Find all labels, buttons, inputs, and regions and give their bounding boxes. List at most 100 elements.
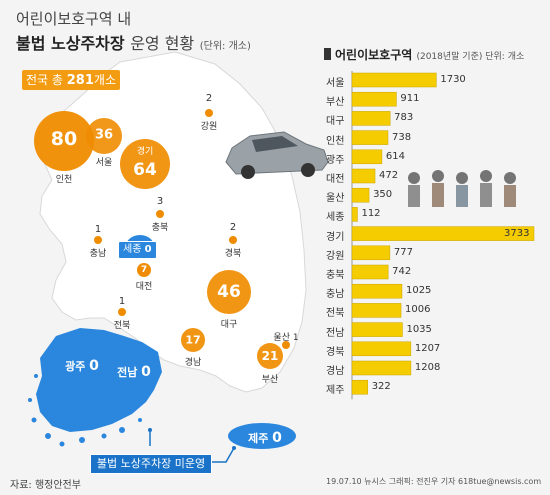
- bar-label-세종: 세종: [326, 212, 345, 224]
- name-jeonbuk: 전북: [113, 321, 131, 331]
- name-seoul: 서울: [95, 158, 113, 168]
- name-ulsan: 울산 1: [273, 330, 298, 343]
- ulsan-name-text: 울산: [273, 333, 290, 343]
- bar-부산: [351, 91, 397, 107]
- bar-label-부산: 부산: [326, 97, 345, 109]
- bar-label-경기: 경기: [326, 231, 345, 243]
- bar-value-경북: 1207: [414, 342, 441, 354]
- jeju-island: [228, 423, 296, 449]
- bar-label-서울: 서울: [326, 78, 345, 89]
- credit-text: 19.07.10 뉴시스 그래픽: 전진우 기자 618tue@newsis.c…: [326, 477, 542, 486]
- bar-label-대전: 대전: [326, 174, 345, 185]
- bar-value-대전: 472: [379, 170, 399, 181]
- bar-label-경북: 경북: [326, 346, 345, 358]
- value-ulsan: 1: [292, 333, 299, 343]
- source-text: 자료: 행정안전부: [10, 480, 81, 491]
- name-daegu: 대구: [220, 320, 238, 330]
- value-jeonnam: 0: [141, 364, 151, 380]
- total-prefix: 전국 총: [26, 73, 63, 87]
- bubble-daegu: [207, 270, 251, 314]
- bar-경북: [351, 341, 412, 357]
- chart-title-text: 어린이보호구역: [335, 48, 413, 62]
- total-value: 281: [66, 73, 94, 88]
- value-gyeongnam: 17: [185, 333, 201, 347]
- total-suffix: 개소: [93, 73, 116, 87]
- bar-value-전남: 1035: [406, 323, 432, 335]
- bar-서울: [351, 72, 437, 88]
- bar-제주: [351, 379, 368, 395]
- bar-세종: [351, 207, 358, 222]
- bar-chart: [351, 71, 535, 400]
- value-sejong: 0: [144, 244, 152, 255]
- bar-value-충남: 1025: [405, 285, 432, 297]
- chart-subtitle: (2018년말 기준) 단위: 개소: [416, 52, 525, 62]
- bar-value-경남: 1208: [414, 362, 441, 373]
- chart-title: 어린이보호구역 (2018년말 기준) 단위: 개소: [324, 46, 524, 63]
- bar-label-강원: 강원: [326, 250, 345, 262]
- label-jeju: 제주 0: [248, 430, 282, 446]
- bar-강원: [351, 245, 391, 261]
- bar-울산: [351, 187, 370, 203]
- total-badge: 전국 총 281개소: [22, 70, 120, 90]
- value-daejeon: 7: [140, 265, 148, 275]
- name-chungnam: 충남: [89, 249, 107, 259]
- bubble-daejeon: [137, 263, 151, 277]
- bar-value-서울: 1730: [440, 74, 466, 85]
- title-bold: 불법 노상주차장: [16, 34, 125, 53]
- label-gwangju: 광주 0: [65, 358, 99, 374]
- name-jeonnam: 전남: [117, 366, 138, 379]
- name-jeju: 제주: [248, 432, 269, 445]
- bar-전북: [351, 303, 402, 318]
- bar-value-세종: 112: [361, 208, 381, 220]
- bar-label-인천: 인천: [326, 135, 345, 147]
- name-incheon: 인천: [55, 175, 73, 185]
- title-marker: [324, 48, 331, 60]
- bubble-gyeongnam: [181, 328, 205, 352]
- title-line-1: 어린이보호구역 내: [16, 10, 132, 28]
- bar-value-전북: 1006: [405, 304, 431, 316]
- bar-전남: [351, 322, 403, 337]
- bar-value-울산: 350: [373, 189, 393, 201]
- name-gangwon: 강원: [200, 122, 218, 132]
- bar-value-광주: 614: [385, 150, 406, 162]
- dot-gyeongbuk: [229, 236, 237, 244]
- bar-label-울산: 울산: [326, 193, 345, 205]
- bar-value-강원: 777: [393, 246, 413, 258]
- title-rest: 운영 현황: [130, 34, 195, 53]
- bar-충남: [351, 283, 403, 299]
- label-jeonnam: 전남 0: [117, 364, 151, 380]
- bar-value-제주: 322: [371, 381, 391, 393]
- bar-label-경남: 경남: [326, 366, 345, 377]
- dot-gangwon: [205, 109, 213, 117]
- bar-대전: [351, 168, 376, 184]
- title-unit: (단위: 개소): [199, 41, 251, 52]
- bar-인천: [351, 130, 389, 145]
- bar-경기: [351, 226, 535, 241]
- bubble-gyeonggi: [120, 139, 170, 189]
- value-jeju: 0: [272, 430, 282, 446]
- value-chungbuk: 3: [156, 196, 164, 207]
- name-gyeongnam: 경남: [184, 358, 202, 368]
- bar-label-대구: 대구: [326, 116, 345, 128]
- bar-광주: [351, 149, 383, 165]
- value-gyeongbuk: 2: [229, 222, 237, 233]
- name-sejong: 세종: [123, 244, 142, 255]
- value-gangwon: 2: [205, 93, 213, 104]
- bar-label-전남: 전남: [326, 327, 345, 339]
- name-gwangju: 광주: [65, 360, 86, 373]
- value-incheon: 80: [50, 128, 78, 150]
- value-daegu: 46: [217, 282, 241, 302]
- legend-no-parking: 불법 노상주차장 미운영: [90, 454, 212, 474]
- bar-대구: [351, 111, 391, 126]
- title-line-2: 불법 노상주차장 운영 현황 (단위: 개소): [16, 30, 251, 54]
- jeonnam-area: [36, 328, 162, 432]
- bar-value-부산: 911: [400, 93, 420, 105]
- dot-jeonbuk: [118, 308, 126, 316]
- dot-chungbuk: [156, 210, 164, 218]
- bar-value-인천: 738: [391, 131, 412, 143]
- bar-label-충남: 충남: [326, 289, 345, 301]
- bubble-incheon: [34, 111, 94, 171]
- value-jeonbuk: 1: [118, 296, 126, 307]
- bar-label-전북: 전북: [326, 308, 345, 320]
